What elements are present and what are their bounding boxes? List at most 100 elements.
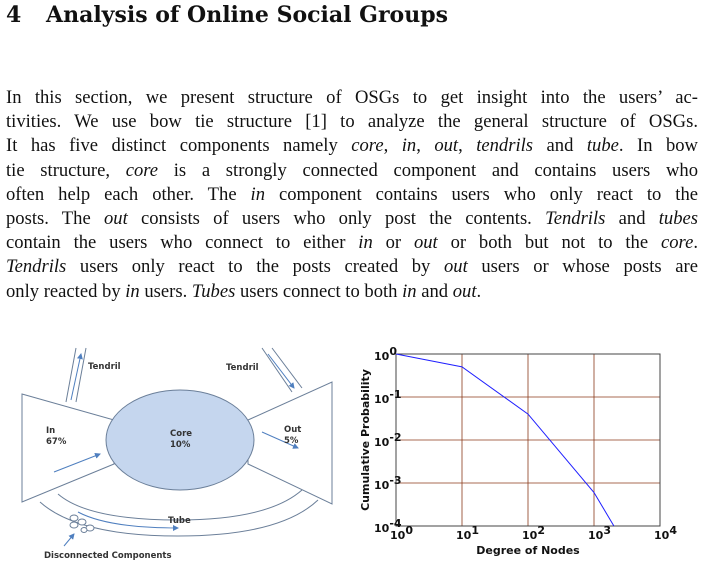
out-percent: 5% xyxy=(284,436,299,446)
paragraph-line: only reacted by in users. Tubes users co… xyxy=(6,280,698,304)
out-label: Out xyxy=(284,425,301,435)
paragraph-line: posts. The out consists of users who onl… xyxy=(6,207,698,231)
text-run: or xyxy=(372,232,414,254)
paragraph-line: In this section, we present structure of… xyxy=(6,86,698,110)
tendril-right-tube xyxy=(261,347,303,393)
y-tick-exponent: 0 xyxy=(389,345,397,358)
y-axis-label: Cumulative Probability xyxy=(360,369,372,511)
chart-grid xyxy=(396,354,660,526)
text-run: tivities. We use bow tie structure [1] t… xyxy=(6,111,698,133)
core-percent: 10% xyxy=(170,440,191,450)
y-tick-exponent: -3 xyxy=(389,474,401,487)
y-tick-label: 100 xyxy=(374,345,397,363)
text-run: component contains users who only react … xyxy=(265,183,698,205)
italic-term: tube xyxy=(586,135,619,157)
italic-term: Tubes xyxy=(191,280,236,302)
text-run: , xyxy=(416,135,435,157)
tube-inner xyxy=(57,489,303,521)
italic-term: core xyxy=(351,135,384,157)
italic-term: core xyxy=(660,232,694,254)
in-arrow xyxy=(53,453,101,473)
text-run: and xyxy=(533,135,587,157)
text-run: only reacted by xyxy=(6,280,126,302)
y-tick-exponent: -1 xyxy=(389,388,401,401)
out-arrow xyxy=(261,431,299,449)
text-run: or both but not to the xyxy=(437,232,661,254)
y-tick-base: 10 xyxy=(374,522,390,535)
italic-term: out xyxy=(443,256,468,278)
paragraph-line: often help each other. The in component … xyxy=(6,183,698,207)
text-run: . xyxy=(693,232,698,254)
paragraph-line: It has five distinct components namely c… xyxy=(6,134,698,158)
text-run: tie structure, xyxy=(6,159,126,181)
y-tick-exponent: -2 xyxy=(389,431,401,444)
paragraph-line: tivities. We use bow tie structure [1] t… xyxy=(6,110,698,134)
tube-label: Tube xyxy=(168,516,191,526)
italic-term: tendrils xyxy=(476,135,534,157)
italic-term: out xyxy=(103,208,128,230)
x-tick-base: 10 xyxy=(390,529,406,542)
tendril-left-tube xyxy=(65,347,87,403)
text-run: In this section, we present structure of… xyxy=(6,87,698,108)
core-label: Core xyxy=(170,429,192,439)
y-tick-label: 10-1 xyxy=(374,388,402,406)
y-tick-base: 10 xyxy=(374,436,390,449)
text-run: is a strongly connected component and co… xyxy=(158,159,698,181)
tube-arrow xyxy=(77,511,179,531)
text-run: . In bow xyxy=(618,135,698,157)
x-axis-label: Degree of Nodes xyxy=(476,544,580,557)
italic-term: Tendrils xyxy=(545,208,606,230)
text-run: posts. The xyxy=(6,208,104,230)
in-percent: 67% xyxy=(46,437,67,447)
x-tick-base: 10 xyxy=(522,529,538,542)
y-tick-base: 10 xyxy=(374,479,390,492)
x-tick-label: 100 xyxy=(390,524,413,542)
text-run: users. xyxy=(139,280,192,302)
italic-term: out xyxy=(452,280,477,302)
italic-term: in xyxy=(125,280,140,302)
tendril-right-arrow xyxy=(267,353,295,389)
x-tick-base: 10 xyxy=(654,529,670,542)
x-tick-label: 103 xyxy=(588,524,611,542)
y-tick-label: 10-3 xyxy=(374,474,402,492)
section-heading: 4 Analysis of Online Social Groups xyxy=(6,2,448,28)
text-run: , xyxy=(383,135,402,157)
text-run: often help each other. The xyxy=(6,183,251,205)
section-number: 4 xyxy=(6,2,22,28)
italic-term: in xyxy=(401,135,417,157)
tube-outer xyxy=(39,499,319,537)
x-tick-label: 101 xyxy=(456,524,479,542)
x-tick-base: 10 xyxy=(456,529,472,542)
italic-term: in xyxy=(402,280,417,302)
italic-term: out xyxy=(434,135,459,157)
text-run: users or whose posts are xyxy=(467,256,698,278)
core-ellipse xyxy=(105,389,255,491)
paragraph-line: tie structure, core is a strongly connec… xyxy=(6,159,698,183)
italic-term: tubes xyxy=(658,208,699,230)
x-tick-exponent: 0 xyxy=(405,524,413,537)
y-tick-label: 10-4 xyxy=(374,517,402,535)
text-run: contain the users who connect to either xyxy=(6,232,359,254)
x-tick-exponent: 3 xyxy=(603,524,611,537)
in-label: In xyxy=(46,426,55,436)
y-tick-label: 10-2 xyxy=(374,431,402,449)
text-run: , xyxy=(458,135,477,157)
disconnected-components-icon xyxy=(69,514,95,533)
y-tick-base: 10 xyxy=(374,350,390,363)
paragraph-line: Tendrils users only react to the posts c… xyxy=(6,255,698,279)
tendril-left-arrow xyxy=(70,353,83,401)
text-run: consists of users who only post the cont… xyxy=(127,208,546,230)
plot-frame xyxy=(395,353,661,527)
text-run: It has five distinct components namely xyxy=(6,135,352,157)
text-run: and xyxy=(605,208,659,230)
y-tick-exponent: -4 xyxy=(389,517,402,530)
bow-tie-diagram: Tendril Tendril In 67% Core 10% Out 5% T… xyxy=(21,347,333,561)
italic-term: core xyxy=(125,159,159,181)
body-paragraph: In this section, we present structure of… xyxy=(6,86,698,304)
y-tick-base: 10 xyxy=(374,393,390,406)
x-tick-label: 102 xyxy=(522,524,545,542)
paragraph-line: contain the users who connect to either … xyxy=(6,231,698,255)
italic-term: out xyxy=(413,232,438,254)
disconnected-label: Disconnected Components xyxy=(44,551,172,561)
disconnected-arrow xyxy=(63,533,75,547)
